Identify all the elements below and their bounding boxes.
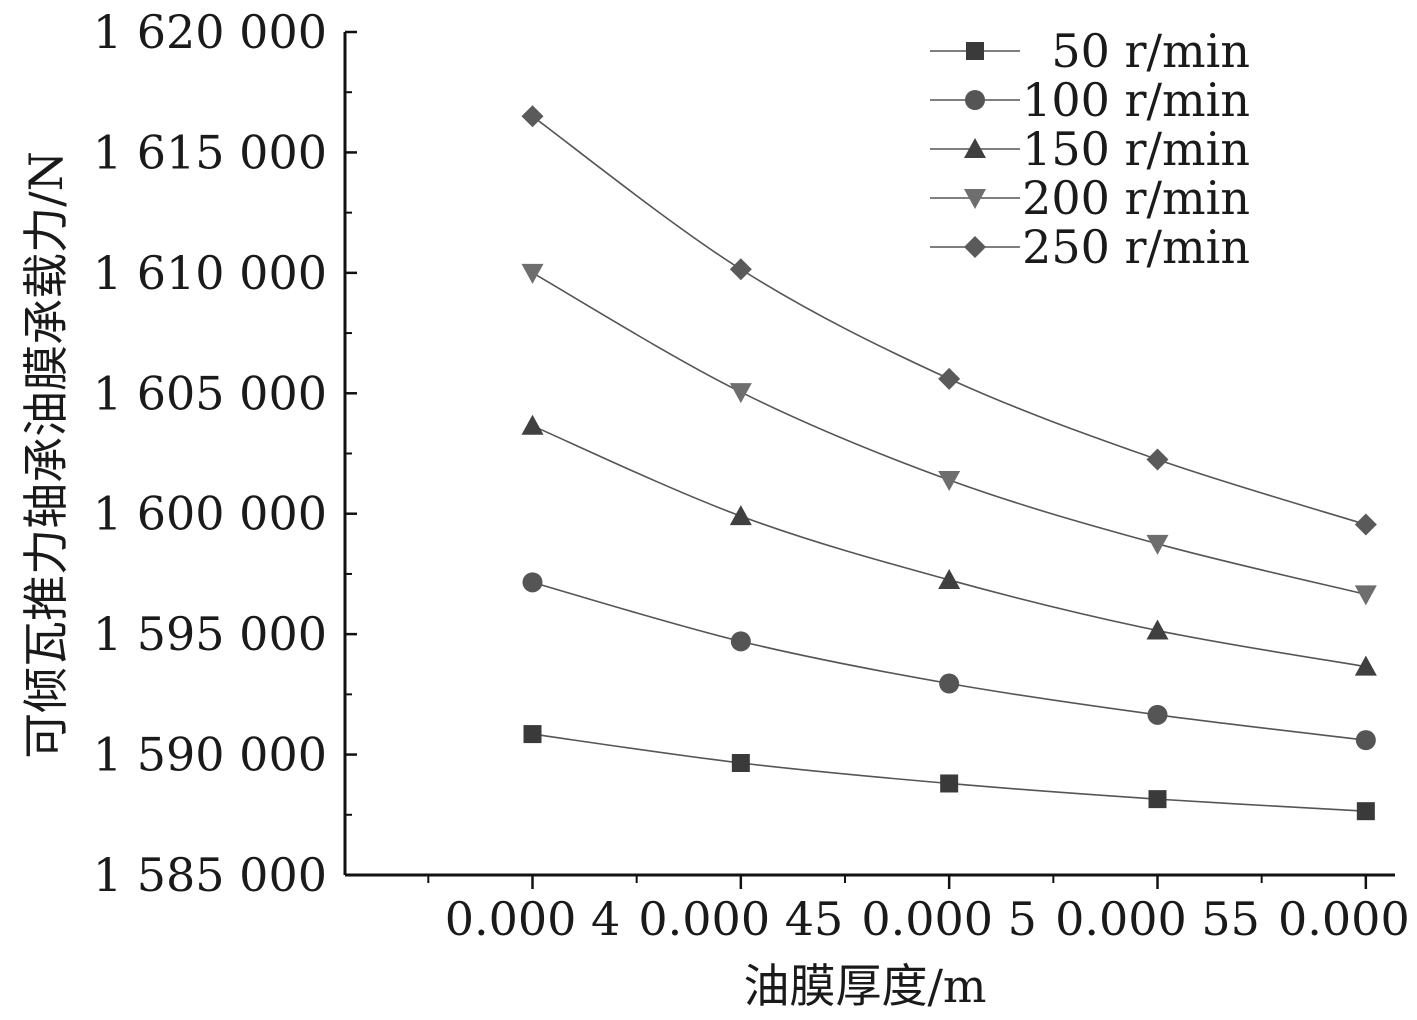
data-point — [1354, 655, 1377, 676]
data-point — [1147, 704, 1168, 725]
legend-item: 250 r/min — [930, 220, 1250, 274]
legend-item: 100 r/min — [930, 73, 1250, 127]
series-line — [532, 581, 1366, 741]
data-point — [729, 505, 752, 526]
data-point — [1354, 513, 1377, 536]
y-axis-title: 可倾瓦推力轴承油膜承载力/N — [19, 151, 73, 759]
data-point — [521, 105, 544, 128]
data-point — [1354, 585, 1377, 606]
legend-label: 150 r/min — [1022, 122, 1250, 176]
legend-label: 100 r/min — [1022, 73, 1250, 127]
data-point — [1146, 619, 1169, 640]
y-tick-label: 1 600 000 — [93, 487, 327, 541]
y-tick-label: 1 590 000 — [93, 728, 327, 782]
data-point — [938, 470, 961, 491]
data-point — [521, 263, 544, 284]
x-tick-label: 0.000 4 — [445, 892, 621, 946]
series-layer — [521, 105, 1377, 821]
x-tick-label: 0.000 55 — [1055, 892, 1260, 946]
data-point — [938, 367, 961, 390]
legend-label: 250 r/min — [1022, 220, 1250, 274]
series-line — [532, 272, 1367, 596]
series-line — [532, 733, 1366, 812]
series-2 — [522, 572, 1376, 751]
legend-item: 50 r/min — [930, 24, 1250, 78]
data-point — [522, 572, 543, 593]
data-point — [1146, 448, 1169, 471]
x-tick-label: 0.000 5 — [861, 892, 1037, 946]
legend-item: 200 r/min — [930, 171, 1250, 225]
legend-item: 150 r/min — [930, 122, 1250, 176]
series-5 — [521, 105, 1377, 536]
data-point — [938, 568, 961, 589]
data-point — [729, 258, 752, 281]
data-point — [521, 414, 544, 435]
x-axis-title: 油膜厚度/m — [743, 959, 986, 1013]
legend-label: 50 r/min — [1051, 24, 1250, 78]
data-point — [1356, 802, 1375, 821]
y-tick-label: 1 605 000 — [93, 366, 327, 420]
series-line — [532, 425, 1366, 668]
data-point — [1148, 790, 1167, 809]
y-tick-label: 1 620 000 — [93, 5, 327, 59]
y-tick-label: 1 585 000 — [93, 848, 327, 902]
data-point — [523, 725, 542, 744]
legend-marker — [966, 42, 984, 60]
series-3 — [521, 414, 1377, 676]
axes: 1 585 000 1 590 000 1 595 000 1 600 000 1 60… — [93, 5, 1417, 946]
legend-marker — [965, 90, 985, 110]
y-tick-label: 1 615 000 — [93, 125, 327, 179]
series-1 — [523, 725, 1375, 821]
data-point — [1146, 534, 1169, 555]
data-point — [730, 631, 751, 652]
series-4 — [521, 263, 1377, 606]
data-point — [731, 754, 750, 773]
legend-marker — [964, 189, 986, 209]
data-point — [729, 383, 752, 404]
data-point — [940, 774, 959, 793]
legend-label: 200 r/min — [1022, 171, 1250, 225]
y-tick-label: 1 595 000 — [93, 607, 327, 661]
x-tick-label: 0.000 45 — [638, 892, 843, 946]
data-point — [1355, 730, 1376, 751]
x-tick-label: 0.000 6 — [1278, 892, 1417, 946]
legend-marker — [964, 236, 986, 258]
data-point — [939, 673, 960, 694]
legend-marker — [964, 138, 986, 158]
y-tick-label: 1 610 000 — [93, 246, 327, 300]
